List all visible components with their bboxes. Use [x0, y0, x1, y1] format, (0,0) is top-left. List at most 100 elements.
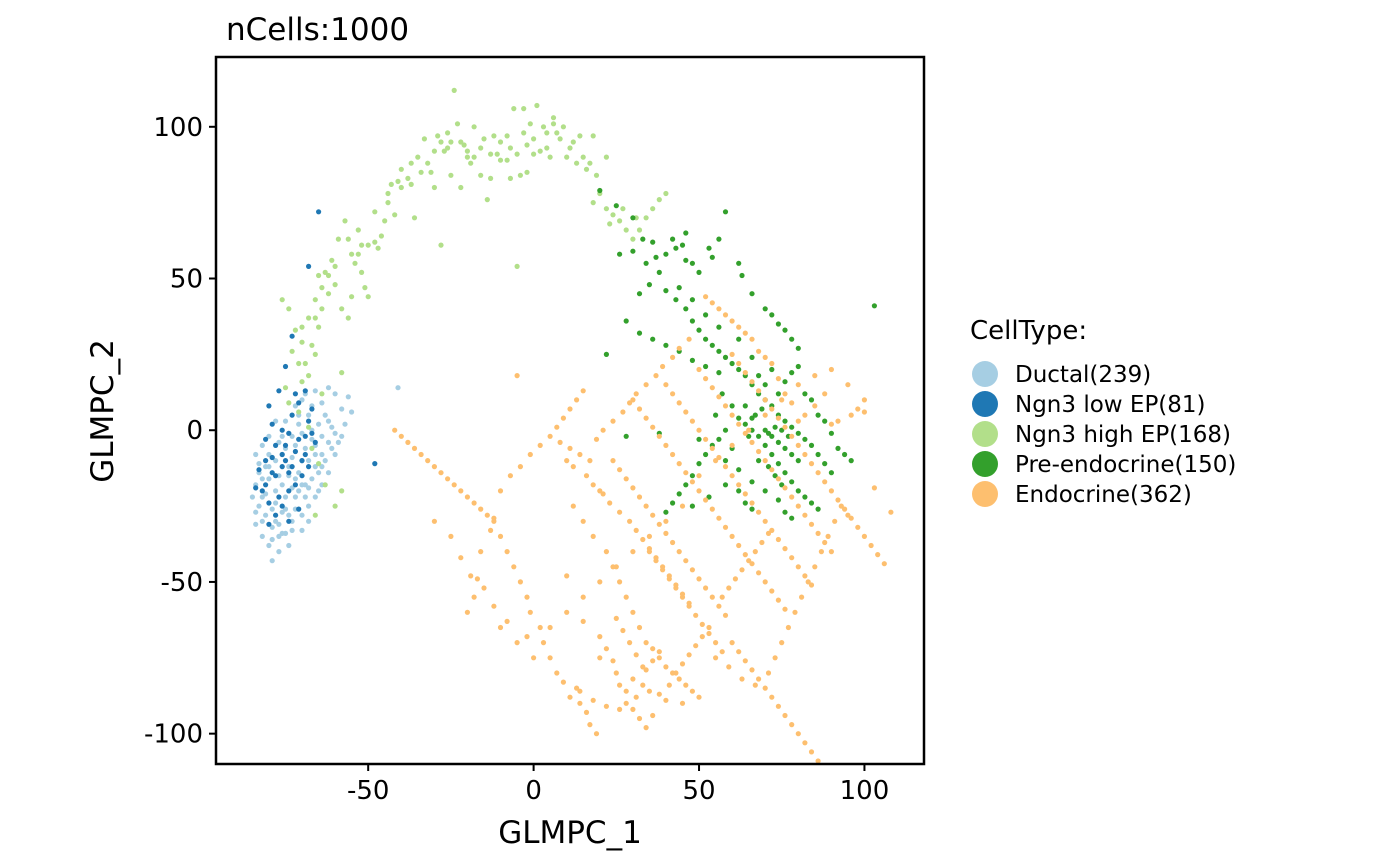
data-point: [656, 269, 662, 275]
data-point: [296, 421, 302, 427]
data-point: [749, 291, 755, 297]
data-point: [656, 521, 662, 527]
data-point: [286, 430, 292, 436]
data-point: [696, 327, 702, 333]
data-point: [332, 282, 338, 288]
data-point: [722, 524, 729, 530]
data-point: [296, 400, 302, 406]
data-point: [789, 424, 795, 430]
data-point: [564, 573, 570, 579]
data-point: [306, 458, 312, 464]
data-point: [279, 297, 285, 303]
data-point: [547, 433, 553, 439]
data-point: [673, 582, 679, 588]
data-point: [670, 539, 676, 546]
data-point: [739, 272, 745, 279]
data-point: [537, 624, 543, 631]
data-point: [689, 688, 696, 694]
data-point: [713, 655, 719, 661]
data-point: [848, 412, 854, 418]
data-point: [617, 579, 623, 585]
data-point: [263, 464, 269, 470]
data-point: [689, 503, 696, 509]
data-point: [636, 715, 643, 722]
data-point: [782, 509, 788, 515]
data-point: [441, 148, 447, 154]
data-point: [349, 294, 355, 300]
data-point: [567, 694, 573, 700]
data-point: [822, 479, 828, 485]
data-point: [273, 473, 279, 479]
data-point: [458, 139, 464, 145]
data-point: [838, 503, 844, 509]
data-point: [689, 357, 696, 363]
legend-item: Ductal(239): [972, 361, 1151, 388]
data-point: [279, 509, 285, 515]
data-point: [570, 139, 576, 145]
data-point: [789, 722, 795, 728]
data-point: [746, 427, 752, 433]
data-point: [782, 485, 788, 491]
data-point: [292, 391, 298, 397]
legend-label: Ngn3 low EP(81): [1015, 392, 1206, 418]
data-point: [312, 315, 318, 321]
data-point: [845, 512, 851, 518]
data-point: [779, 640, 785, 646]
data-point: [375, 245, 381, 251]
data-point: [378, 233, 384, 239]
data-point: [633, 391, 639, 397]
data-point: [282, 530, 289, 537]
data-point: [349, 251, 355, 257]
data-point: [868, 542, 874, 549]
data-point: [676, 285, 682, 291]
data-point: [623, 476, 629, 482]
data-point: [789, 370, 795, 376]
data-point: [266, 542, 272, 549]
y-tick-label: 50: [170, 265, 203, 295]
data-point: [289, 464, 295, 470]
data-point: [808, 461, 815, 467]
data-point: [590, 697, 596, 703]
data-point: [560, 415, 567, 421]
data-point: [679, 661, 686, 667]
data-point: [468, 573, 474, 579]
x-tick-label: -50: [347, 776, 389, 806]
y-tick-label: -100: [144, 720, 203, 750]
data-point: [359, 269, 365, 275]
data-point: [703, 363, 709, 370]
data-point: [339, 370, 345, 376]
data-point: [643, 382, 649, 388]
data-point: [299, 339, 305, 345]
data-point: [703, 336, 709, 342]
data-point: [762, 397, 768, 403]
data-point: [792, 609, 798, 615]
data-point: [454, 121, 461, 127]
data-point: [335, 439, 341, 445]
data-point: [332, 391, 338, 397]
data-point: [815, 412, 821, 418]
data-point: [286, 518, 292, 524]
data-point: [597, 655, 603, 661]
data-point: [329, 257, 335, 263]
data-point: [583, 166, 590, 172]
data-point: [686, 600, 692, 606]
data-point: [689, 260, 696, 266]
data-point: [802, 412, 808, 418]
data-point: [696, 427, 702, 433]
series-2: [279, 87, 669, 518]
data-point: [282, 363, 289, 370]
data-point: [696, 576, 702, 582]
data-point: [316, 209, 322, 215]
data-point: [329, 424, 335, 430]
data-point: [289, 527, 295, 534]
data-point: [663, 382, 669, 388]
data-point: [845, 382, 851, 388]
data-point: [253, 451, 259, 458]
data-point: [504, 157, 510, 163]
data-point: [643, 667, 649, 673]
data-point: [302, 451, 308, 458]
data-point: [316, 324, 322, 330]
data-point: [636, 227, 643, 233]
data-point: [408, 160, 414, 166]
data-point: [593, 172, 600, 178]
